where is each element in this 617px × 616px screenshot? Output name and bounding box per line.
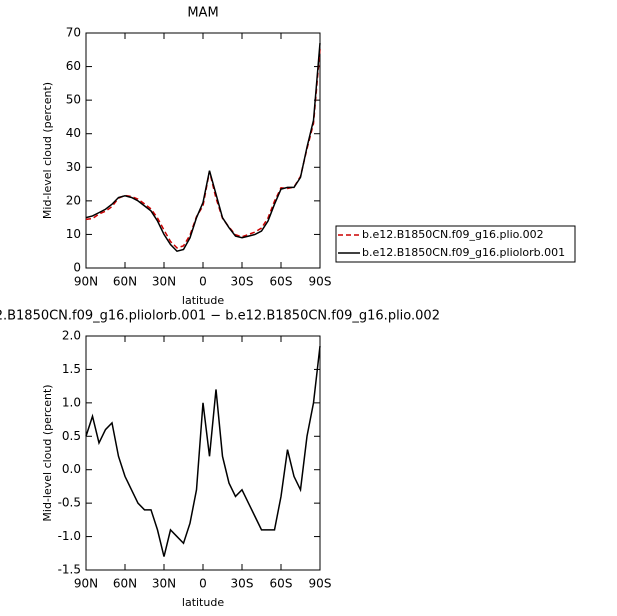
legend-label: b.e12.B1850CN.f09_g16.pliolorb.001 bbox=[362, 246, 565, 259]
x-tick-label: 30N bbox=[152, 275, 176, 289]
x-tick-label: 30N bbox=[152, 577, 176, 591]
chart-title: MAM bbox=[187, 6, 218, 21]
x-tick-label: 60S bbox=[270, 275, 293, 289]
x-axis-label: latitude bbox=[182, 596, 224, 609]
data-line bbox=[85, 345, 321, 557]
y-tick-label: -1.0 bbox=[58, 529, 81, 543]
y-tick-label: 0.5 bbox=[62, 429, 81, 443]
legend-box bbox=[335, 225, 576, 263]
y-axis-label: Mid-level cloud (percent) bbox=[41, 384, 54, 521]
y-tick-label: -1.5 bbox=[58, 563, 81, 577]
y-tick-label: 40 bbox=[66, 126, 81, 140]
y-tick-label: 60 bbox=[66, 59, 81, 73]
x-tick-label: 90S bbox=[309, 275, 332, 289]
y-tick-label: 2.0 bbox=[62, 329, 81, 343]
x-tick-label: 60N bbox=[113, 577, 137, 591]
x-tick-label: 90S bbox=[309, 577, 332, 591]
x-tick-label: 90N bbox=[74, 577, 98, 591]
y-tick-label: 20 bbox=[66, 193, 81, 207]
x-tick-label: 30S bbox=[231, 577, 254, 591]
y-tick-label: 0 bbox=[73, 261, 81, 275]
x-tick-label: 60N bbox=[113, 275, 137, 289]
x-tick-label: 0 bbox=[199, 275, 207, 289]
chart-title: b.e12.B1850CN.f09_g16.pliolorb.001 − b.e… bbox=[0, 309, 440, 324]
x-tick-label: 0 bbox=[199, 577, 207, 591]
x-tick-label: 30S bbox=[231, 275, 254, 289]
x-tick-label: 90N bbox=[74, 275, 98, 289]
x-tick-label: 60S bbox=[270, 577, 293, 591]
y-axis-label: Mid-level cloud (percent) bbox=[41, 82, 54, 219]
data-line bbox=[85, 49, 321, 249]
y-tick-label: 50 bbox=[66, 93, 81, 107]
y-tick-label: 70 bbox=[66, 26, 81, 40]
y-tick-label: 30 bbox=[66, 160, 81, 174]
y-tick-label: 1.0 bbox=[62, 395, 81, 409]
data-line bbox=[85, 43, 321, 253]
legend-label: b.e12.B1850CN.f09_g16.plio.002 bbox=[362, 228, 544, 241]
y-tick-label: 10 bbox=[66, 227, 81, 241]
x-axis-label: latitude bbox=[182, 294, 224, 307]
plot-frame bbox=[85, 32, 321, 269]
y-tick-label: -0.5 bbox=[58, 496, 81, 510]
y-tick-label: 0.0 bbox=[62, 462, 81, 476]
y-tick-label: 1.5 bbox=[62, 362, 81, 376]
plot-frame bbox=[85, 335, 321, 571]
